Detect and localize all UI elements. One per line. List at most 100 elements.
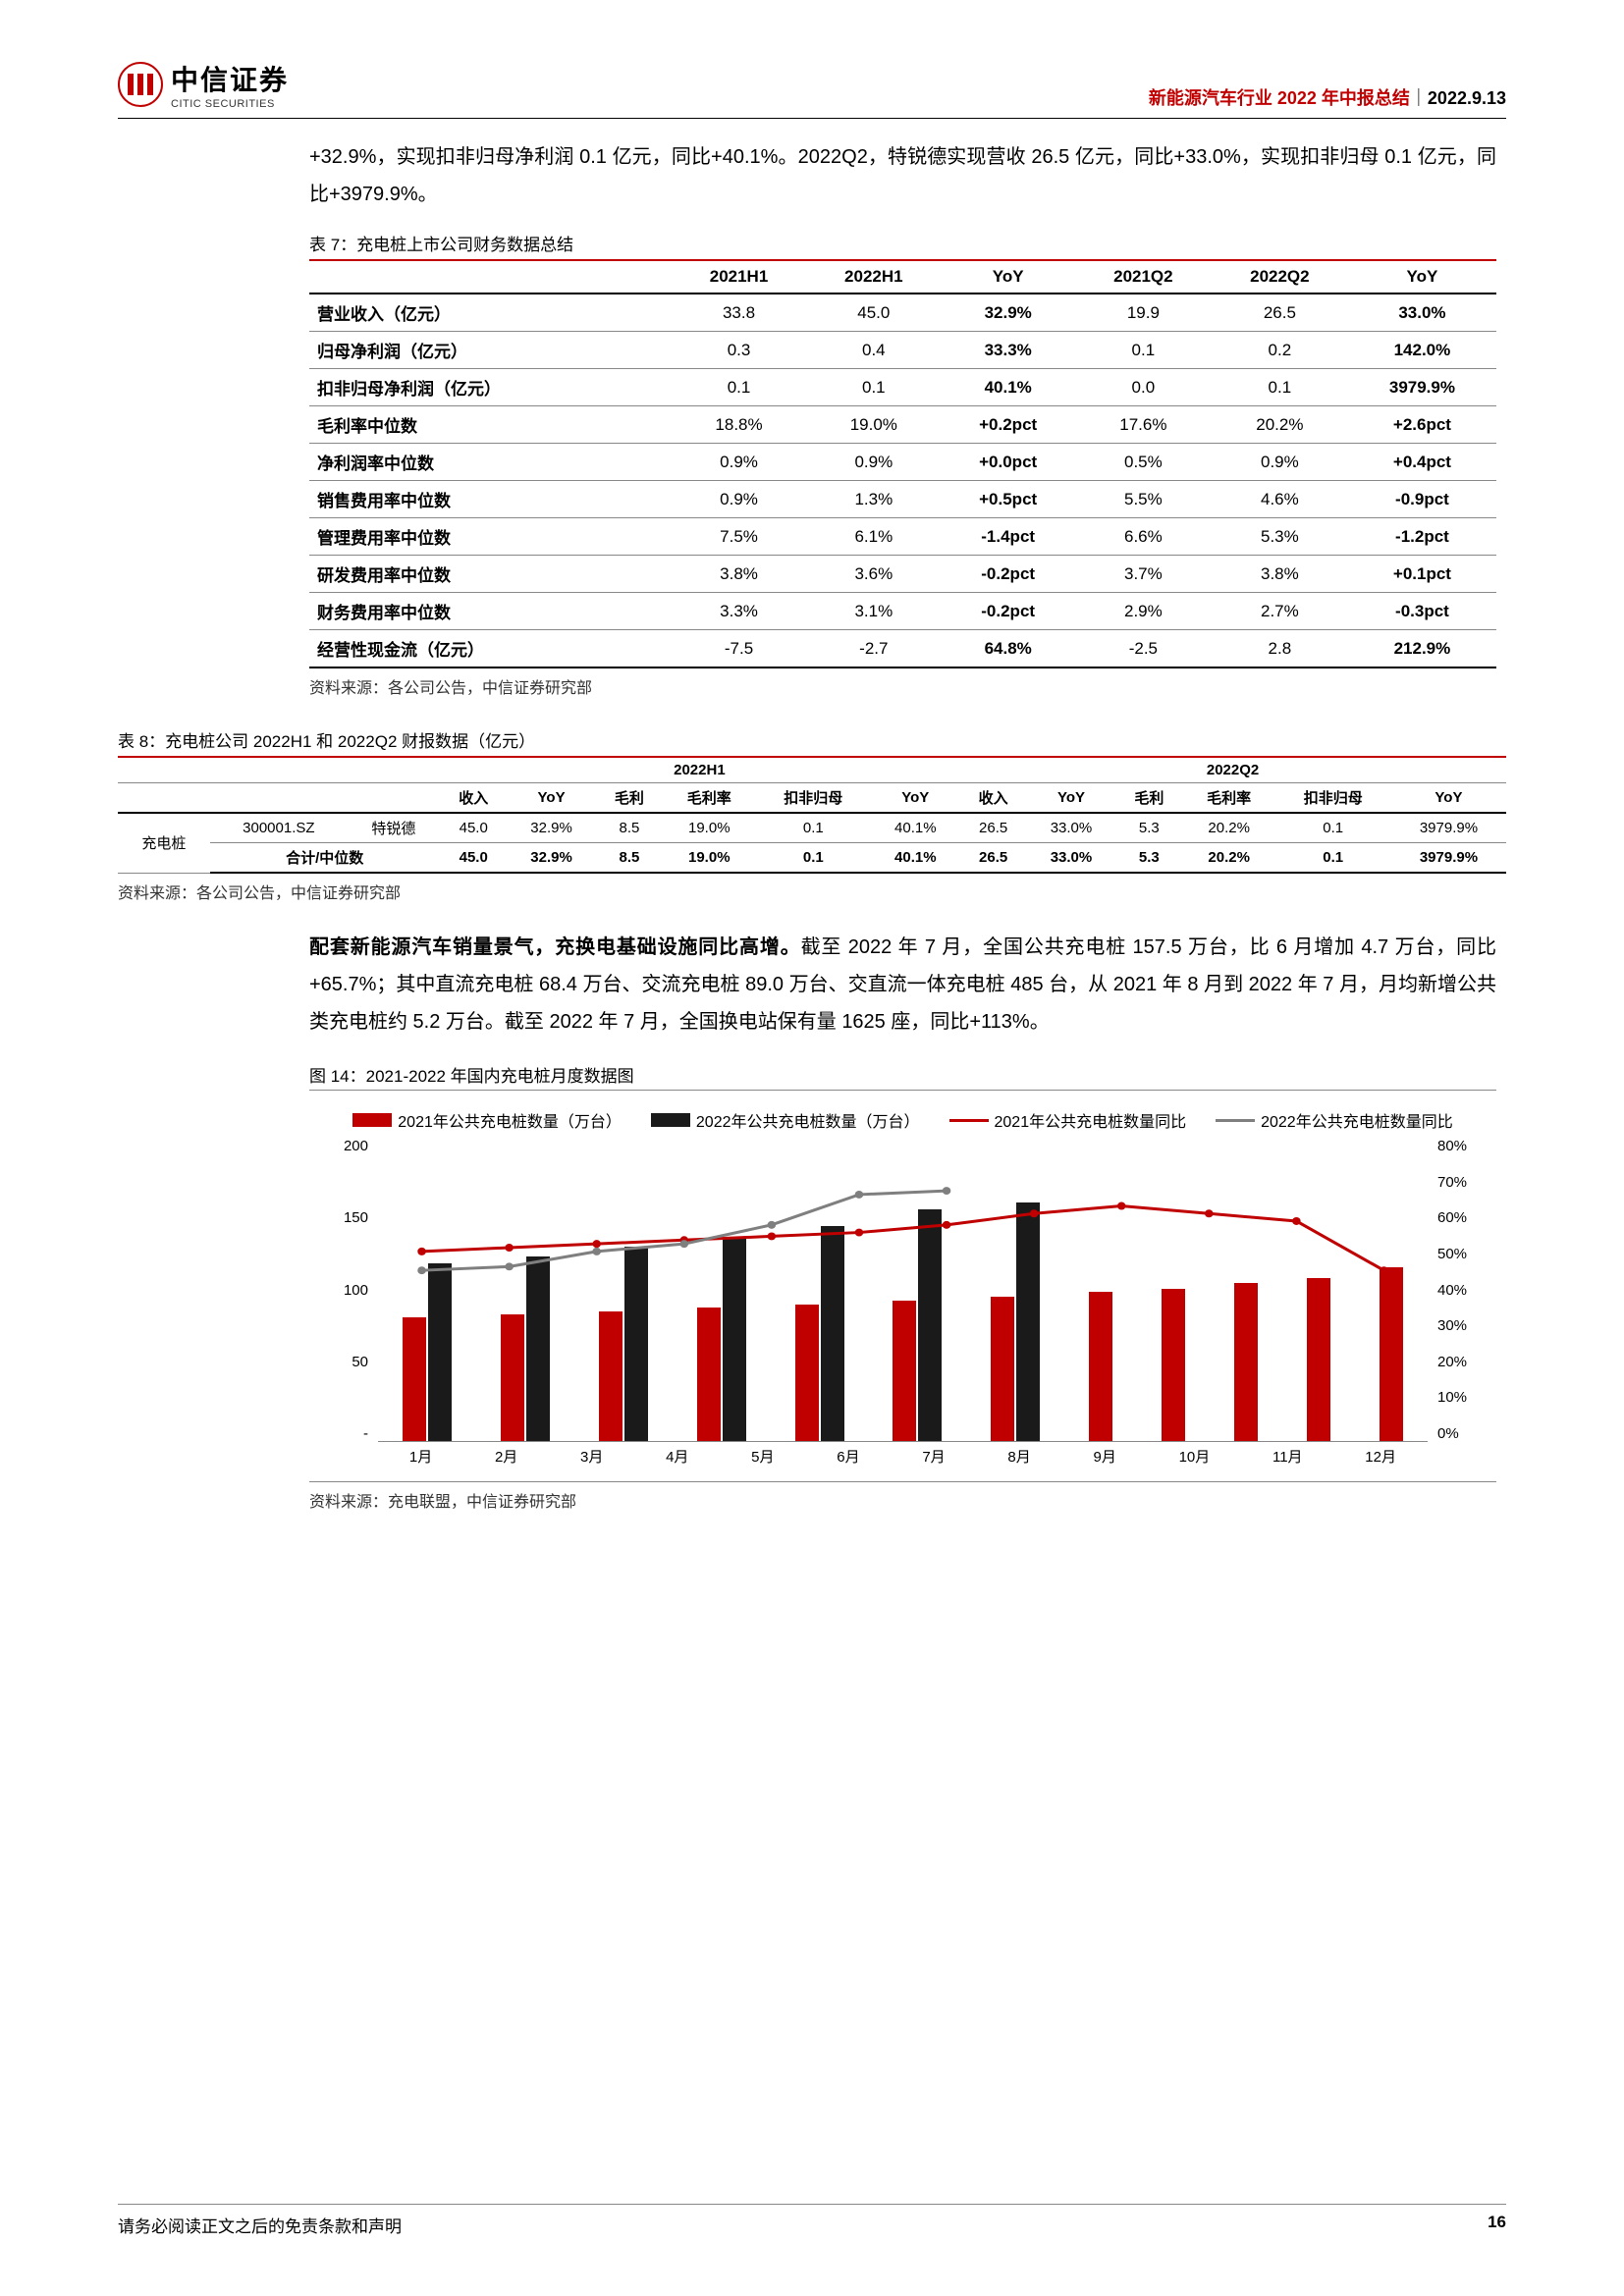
table7-cell: -0.9pct	[1348, 481, 1496, 518]
table7-col-0	[309, 260, 672, 294]
table7-cell: 0.1	[1212, 369, 1348, 406]
page-number: 16	[1488, 2213, 1506, 2237]
logo-block: 中信证券 CITIC SECURITIES	[118, 59, 289, 110]
table7-cell: 净利润率中位数	[309, 444, 672, 481]
table7-cell: 26.5	[1212, 294, 1348, 332]
table7-cell: -0.2pct	[941, 593, 1074, 630]
table8-subcol: YoY	[871, 783, 959, 814]
table8-sum-cell: 40.1%	[871, 843, 959, 874]
table8-subcol: 毛利	[595, 783, 663, 814]
table8-sum-cell: 0.1	[755, 843, 871, 874]
table8-subcol: 扣非归母	[1275, 783, 1391, 814]
table8-subcol: 毛利率	[1183, 783, 1275, 814]
table8-sum-cell: 33.0%	[1027, 843, 1115, 874]
table7-cell: 19.9	[1075, 294, 1212, 332]
table7-col-2: 2022H1	[806, 260, 941, 294]
table8-sum-cell: 20.2%	[1183, 843, 1275, 874]
table8-subcol: YoY	[508, 783, 596, 814]
table7-cell: 0.9%	[1212, 444, 1348, 481]
table8-cell: 26.5	[959, 813, 1027, 843]
x-axis: 1月2月3月4月5月6月7月8月9月10月11月12月	[378, 1446, 1428, 1471]
table7-cell: 0.3	[672, 332, 806, 369]
table7-cell: +2.6pct	[1348, 406, 1496, 444]
table7-cell: -1.2pct	[1348, 518, 1496, 556]
table8-cell: 20.2%	[1183, 813, 1275, 843]
logo-text-cn: 中信证券	[171, 59, 289, 98]
table7-cell: 0.1	[672, 369, 806, 406]
table8-cell: 33.0%	[1027, 813, 1115, 843]
table8-cell: 32.9%	[508, 813, 596, 843]
table7-cell: 2.8	[1212, 630, 1348, 668]
table7-cell: 2.9%	[1075, 593, 1212, 630]
table7-cell: 18.8%	[672, 406, 806, 444]
table7-cell: 0.9%	[672, 444, 806, 481]
table8-subcol: 毛利	[1115, 783, 1183, 814]
plot-area	[378, 1138, 1428, 1442]
table7-caption: 表 7：充电桩上市公司财务数据总结	[309, 231, 1496, 255]
table8-cell: 45.0	[440, 813, 508, 843]
table8-caption: 表 8：充电桩公司 2022H1 和 2022Q2 财报数据（亿元）	[118, 727, 1506, 752]
table7-cell: +0.0pct	[941, 444, 1074, 481]
table7-cell: 32.9%	[941, 294, 1074, 332]
table7-cell: 19.0%	[806, 406, 941, 444]
header-title: 新能源汽车行业 2022 年中报总结	[1149, 88, 1410, 108]
page-header: 中信证券 CITIC SECURITIES 新能源汽车行业 2022 年中报总结…	[118, 59, 1506, 119]
table7-cell: 管理费用率中位数	[309, 518, 672, 556]
table7-cell: +0.5pct	[941, 481, 1074, 518]
table7-cell: -1.4pct	[941, 518, 1074, 556]
table7-cell: -0.2pct	[941, 556, 1074, 593]
table7-cell: 3.3%	[672, 593, 806, 630]
table7-cell: 142.0%	[1348, 332, 1496, 369]
table7-cell: 64.8%	[941, 630, 1074, 668]
table8-subcol: 收入	[959, 783, 1027, 814]
table8: 2022H1 2022Q2 收入YoY毛利毛利率扣非归母YoY收入YoY毛利毛利…	[118, 756, 1506, 874]
table8-sum-cell: 45.0	[440, 843, 508, 874]
table8-subcol: 扣非归母	[755, 783, 871, 814]
table8-cell: 40.1%	[871, 813, 959, 843]
table7-cell: 3.7%	[1075, 556, 1212, 593]
table7-col-4: 2021Q2	[1075, 260, 1212, 294]
table7-cell: -0.3pct	[1348, 593, 1496, 630]
table7-cell: 财务费用率中位数	[309, 593, 672, 630]
header-right: 新能源汽车行业 2022 年中报总结｜2022.9.13	[1149, 84, 1506, 110]
header-date: 2022.9.13	[1428, 88, 1506, 108]
paragraph-2: 配套新能源汽车销量景气，充换电基础设施同比高增。截至 2022 年 7 月，全国…	[309, 929, 1496, 1041]
table7-cell: 33.0%	[1348, 294, 1496, 332]
table7-cell: 营业收入（亿元）	[309, 294, 672, 332]
table7-cell: 6.6%	[1075, 518, 1212, 556]
figure14-caption: 图 14：2021-2022 年国内充电桩月度数据图	[309, 1062, 1496, 1091]
table7-cell: +0.2pct	[941, 406, 1074, 444]
table8-sum-cell: 3979.9%	[1391, 843, 1506, 874]
table8-sum-cell: 5.3	[1115, 843, 1183, 874]
table7-cell: 6.1%	[806, 518, 941, 556]
table7-cell: 5.5%	[1075, 481, 1212, 518]
table7-cell: 0.9%	[806, 444, 941, 481]
table7-cell: 0.1	[806, 369, 941, 406]
table7-cell: 212.9%	[1348, 630, 1496, 668]
para2-lead: 配套新能源汽车销量景气，充换电基础设施同比高增。	[309, 936, 801, 958]
table7-cell: 0.5%	[1075, 444, 1212, 481]
table7-col-3: YoY	[941, 260, 1074, 294]
table7-col-5: 2022Q2	[1212, 260, 1348, 294]
table7-cell: 3979.9%	[1348, 369, 1496, 406]
table7-cell: 0.0	[1075, 369, 1212, 406]
table8-cell: 300001.SZ	[210, 813, 348, 843]
table7-cell: 45.0	[806, 294, 941, 332]
table7-cell: 研发费用率中位数	[309, 556, 672, 593]
y-axis-right: 80%70%60%50%40%30%20%10%0%	[1437, 1138, 1487, 1442]
table7-col-6: YoY	[1348, 260, 1496, 294]
table8-cell: 0.1	[1275, 813, 1391, 843]
table8-sum-cell: 26.5	[959, 843, 1027, 874]
table7-cell: 扣非归母净利润（亿元）	[309, 369, 672, 406]
table7-cell: -2.7	[806, 630, 941, 668]
table7-cell: 4.6%	[1212, 481, 1348, 518]
page-footer: 请务必阅读正文之后的免责条款和声明 16	[118, 2204, 1506, 2237]
table8-subcol: YoY	[1391, 783, 1506, 814]
table7-cell: 5.3%	[1212, 518, 1348, 556]
table8-group-h1: 2022H1	[440, 757, 959, 783]
table7-source: 资料来源：各公司公告，中信证券研究部	[309, 674, 1496, 698]
table7-cell: 0.1	[1075, 332, 1212, 369]
table8-sum-label: 合计/中位数	[210, 843, 440, 874]
table7-cell: 3.8%	[1212, 556, 1348, 593]
table8-subcol: YoY	[1027, 783, 1115, 814]
